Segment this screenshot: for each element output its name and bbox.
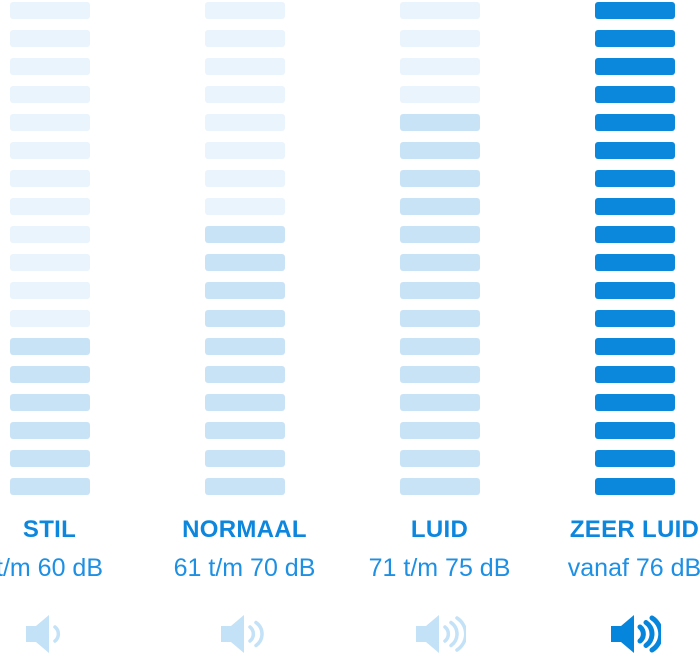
volume-segment [9,114,90,131]
volume-segment [594,422,675,439]
volume-segment [204,310,285,327]
volume-segment [594,198,675,215]
volume-column-zeer-luid: ZEER LUID vanaf 76 dB [537,0,700,656]
volume-segment [399,450,480,467]
volume-segment [9,86,90,103]
volume-column-stil: STIL t/m 60 dB [0,0,147,656]
volume-segment [594,254,675,271]
volume-segment [9,310,90,327]
volume-segment [399,2,480,19]
speaker-1-wave-icon [24,611,76,656]
segment-stack [204,0,285,495]
volume-segment [9,142,90,159]
volume-segment [9,394,90,411]
segment-stack [594,0,675,495]
volume-segment [204,226,285,243]
volume-segment [9,450,90,467]
volume-segment [399,394,480,411]
segment-stack [399,0,480,495]
volume-segment [399,86,480,103]
volume-segment [594,58,675,75]
volume-segment [204,338,285,355]
volume-segment [399,30,480,47]
volume-segment [204,282,285,299]
volume-segment [399,170,480,187]
volume-segment [204,58,285,75]
category-label: STIL [22,516,77,543]
volume-segment [204,198,285,215]
volume-segment [9,226,90,243]
volume-segment [399,58,480,75]
db-range-label: 71 t/m 75 dB [368,554,511,582]
volume-segment [399,282,480,299]
volume-column-normaal: NORMAAL 61 t/m 70 dB [147,0,342,656]
volume-segment [594,282,675,299]
volume-segment [204,114,285,131]
speaker-3-waves-icon [414,611,466,656]
volume-segment [204,170,285,187]
volume-segment [594,114,675,131]
volume-segment [204,254,285,271]
volume-segment [9,2,90,19]
volume-segment [204,142,285,159]
volume-segment [399,254,480,271]
volume-segment [9,478,90,495]
volume-segment [399,338,480,355]
segment-stack [9,0,90,495]
volume-segment [9,198,90,215]
volume-segment [399,478,480,495]
volume-segment [399,114,480,131]
volume-segment [204,394,285,411]
volume-segment [204,478,285,495]
volume-segment [9,254,90,271]
volume-segment [204,30,285,47]
volume-segment [9,170,90,187]
volume-segment [594,30,675,47]
category-label: ZEER LUID [569,516,700,543]
volume-segment [204,422,285,439]
volume-segment [594,394,675,411]
volume-segment [9,366,90,383]
volume-segment [9,338,90,355]
volume-segment [594,86,675,103]
volume-segment [9,282,90,299]
volume-segment [594,142,675,159]
db-range-label: vanaf 76 dB [567,554,700,582]
speaker-3-waves-loud-icon [609,611,661,656]
speaker-2-waves-icon [219,611,271,656]
volume-segment [204,366,285,383]
volume-segment [204,86,285,103]
volume-segment [594,366,675,383]
volume-segment [399,366,480,383]
db-range-label: t/m 60 dB [0,554,103,582]
category-label: LUID [410,516,469,543]
volume-segment [594,478,675,495]
volume-segment [594,226,675,243]
volume-segment [399,226,480,243]
volume-segment [594,450,675,467]
db-range-label: 61 t/m 70 dB [173,554,316,582]
volume-segment [9,30,90,47]
category-label: NORMAAL [182,516,307,543]
volume-segment [399,142,480,159]
volume-segment [594,338,675,355]
volume-segment [9,422,90,439]
volume-segment [9,58,90,75]
volume-segment [399,198,480,215]
volume-segment [594,310,675,327]
volume-segment [204,450,285,467]
volume-segment [399,422,480,439]
volume-column-luid: LUID 71 t/m 75 dB [342,0,537,656]
volume-segment [204,2,285,19]
volume-segment [594,170,675,187]
volume-segment [399,310,480,327]
volume-segment [594,2,675,19]
